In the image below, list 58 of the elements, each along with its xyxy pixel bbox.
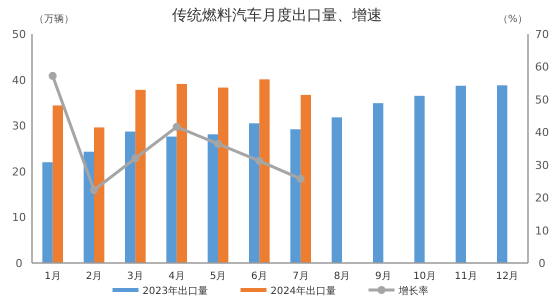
- y2-tick-label: 70: [535, 28, 549, 41]
- chart-title: 传统燃料汽车月度出口量、增速: [172, 6, 382, 24]
- y-tick-label: 0: [16, 257, 22, 270]
- bar: [166, 136, 177, 263]
- point: [172, 122, 181, 131]
- x-tick-label: 3月: [127, 271, 144, 282]
- bar: [300, 94, 311, 263]
- bar: [373, 103, 384, 263]
- bar: [332, 117, 342, 263]
- y2-tick-label: 0: [538, 257, 546, 270]
- y2-tick-label: 20: [535, 192, 549, 205]
- y-tick-label: 30: [12, 120, 26, 133]
- x-tick-label: 10月: [413, 271, 436, 282]
- x-tick-label: 6月: [251, 271, 268, 282]
- point: [48, 72, 57, 80]
- y2-tick-label: 50: [535, 93, 549, 106]
- y2-tick-label: 40: [535, 126, 549, 140]
- bar: [42, 162, 53, 263]
- legend-label: 2024年出口量: [270, 285, 336, 297]
- point: [214, 140, 222, 148]
- y-tick-label: 10: [12, 211, 26, 224]
- point: [131, 154, 140, 162]
- x-tick-label: 8月: [334, 271, 350, 282]
- bar: [125, 132, 136, 263]
- x-tick-label: 7月: [292, 271, 309, 282]
- point: [255, 156, 264, 165]
- bar: [176, 84, 187, 263]
- bar: [414, 96, 425, 263]
- bar: [497, 85, 508, 263]
- point: [90, 186, 98, 194]
- bar: [456, 86, 466, 263]
- bar: [249, 123, 260, 263]
- legend-label: 2023年出口量: [142, 285, 208, 297]
- point: [296, 174, 305, 183]
- y2-tick-label: 30: [535, 158, 549, 172]
- x-tick-label: 2月: [86, 271, 102, 282]
- bar: [208, 134, 218, 263]
- bar: [52, 105, 63, 263]
- bar: [94, 127, 104, 263]
- y-tick-label: 40: [12, 74, 26, 87]
- bar: [218, 88, 228, 263]
- y-tick-label: 20: [12, 165, 26, 178]
- y-axis-title: （万辆）: [34, 13, 74, 25]
- x-tick-label: 12月: [496, 271, 519, 282]
- legend-label: 增长率: [398, 285, 428, 297]
- x-tick-label: 4月: [168, 271, 185, 282]
- x-tick-label: 5月: [210, 271, 226, 282]
- bar: [84, 152, 94, 263]
- x-tick-label: 1月: [44, 271, 61, 282]
- y2-tick-label: 10: [535, 224, 549, 238]
- y2-axis-title: （%）: [498, 14, 528, 25]
- x-tick-label: 11月: [454, 271, 478, 282]
- bar: [135, 90, 146, 263]
- bar: [290, 129, 301, 263]
- x-tick-label: 9月: [375, 271, 392, 282]
- y2-tick-label: 60: [535, 60, 549, 74]
- bar: [259, 79, 270, 263]
- y-tick-label: 50: [12, 28, 26, 41]
